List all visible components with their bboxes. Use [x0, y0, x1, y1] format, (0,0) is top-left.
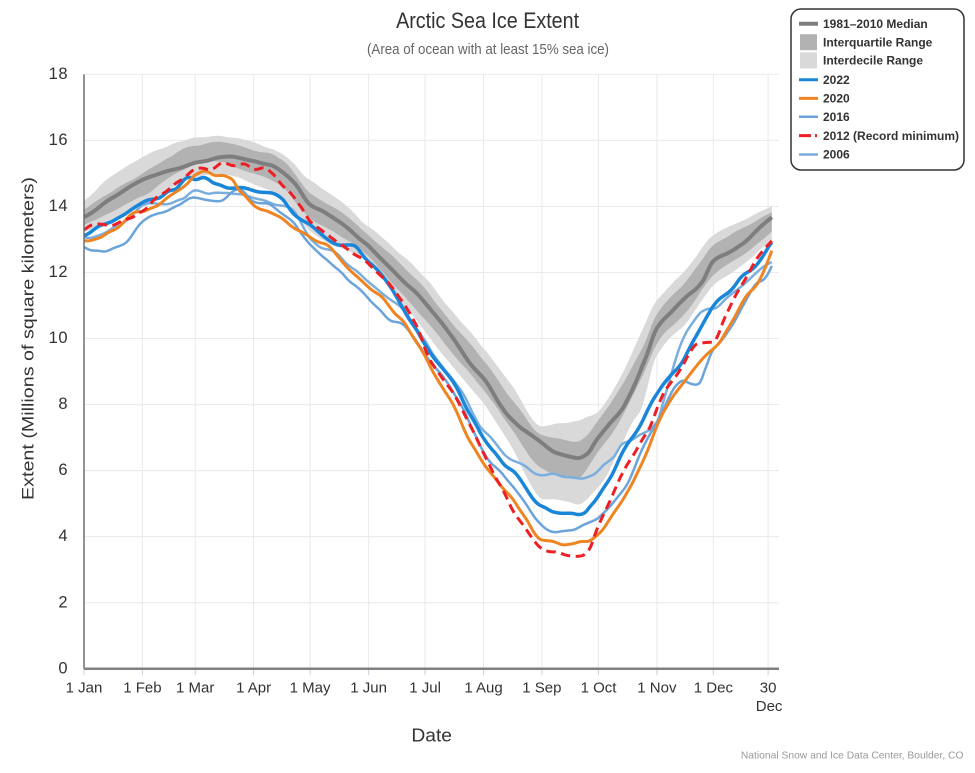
svg-text:1981–2010 Median: 1981–2010 Median	[823, 17, 928, 31]
svg-text:0: 0	[58, 659, 68, 677]
svg-text:2: 2	[58, 593, 68, 611]
svg-text:12: 12	[49, 263, 68, 281]
svg-text:1 Nov: 1 Nov	[637, 680, 677, 697]
svg-text:4: 4	[58, 527, 68, 545]
svg-text:Dec: Dec	[756, 698, 783, 715]
svg-text:1 Aug: 1 Aug	[464, 680, 502, 697]
svg-text:Date: Date	[411, 725, 452, 746]
svg-text:(Area of ocean with at least 1: (Area of ocean with at least 15% sea ice…	[367, 41, 609, 58]
svg-text:1 Jul: 1 Jul	[409, 680, 441, 697]
svg-text:8: 8	[58, 395, 68, 413]
svg-text:1 Jan: 1 Jan	[66, 680, 103, 697]
svg-text:18: 18	[49, 65, 68, 83]
svg-text:1 Apr: 1 Apr	[236, 680, 271, 697]
svg-text:1 Dec: 1 Dec	[694, 680, 734, 697]
svg-text:Arctic Sea Ice Extent: Arctic Sea Ice Extent	[396, 8, 579, 33]
svg-text:Interquartile Range: Interquartile Range	[823, 35, 933, 49]
svg-text:1 Jun: 1 Jun	[350, 680, 387, 697]
svg-text:National Snow and Ice Data Cen: National Snow and Ice Data Center, Bould…	[741, 751, 964, 762]
svg-text:1 Sep: 1 Sep	[522, 680, 561, 697]
svg-text:2016: 2016	[823, 110, 850, 124]
svg-text:1 Oct: 1 Oct	[581, 680, 618, 697]
svg-text:10: 10	[49, 329, 68, 347]
svg-text:14: 14	[49, 197, 68, 215]
svg-text:2006: 2006	[823, 148, 850, 162]
svg-text:2022: 2022	[823, 73, 850, 87]
svg-text:1 Mar: 1 Mar	[176, 680, 214, 697]
svg-text:Interdecile Range: Interdecile Range	[823, 54, 923, 68]
svg-text:1 May: 1 May	[290, 680, 331, 697]
svg-text:30: 30	[760, 680, 777, 697]
svg-text:6: 6	[58, 461, 68, 479]
svg-text:2012 (Record minimum): 2012 (Record minimum)	[823, 129, 959, 143]
svg-text:16: 16	[49, 131, 68, 149]
svg-text:2020: 2020	[823, 92, 850, 106]
svg-text:1 Feb: 1 Feb	[123, 680, 161, 697]
svg-text:Extent (Millions of square kil: Extent (Millions of square kilometers)	[19, 177, 38, 500]
